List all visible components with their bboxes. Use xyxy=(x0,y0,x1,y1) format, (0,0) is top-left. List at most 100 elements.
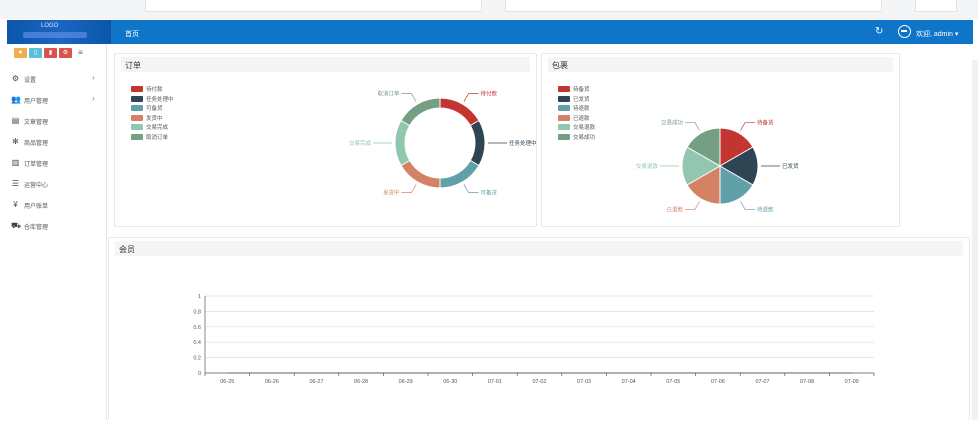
x-tick-label: 07-08 xyxy=(800,379,814,385)
members-panel-title: 会员 xyxy=(119,245,135,254)
orders-panel: 订单 待付款 任务处理中 可备货 发货中 交易完成 取消订单 待付款 任务处理中 可备货 发货中… xyxy=(114,53,537,227)
pie-label-line xyxy=(740,201,755,210)
pie-slice[interactable] xyxy=(686,127,721,167)
y-tick-label: 0.2 xyxy=(193,356,201,362)
packages-panel-title: 包裹 xyxy=(552,61,568,70)
pie-slice[interactable] xyxy=(439,97,480,127)
article-icon: ▤ xyxy=(11,116,20,125)
sidebar-nav: ⚙ 设置 › 👥 用户管理 › ▤ 文章管理 ✻ 商品管理 ▥ 订单管理 ☰ 运营中心 ¥ 用户账单 ⛟ 仓库管理 xyxy=(7,68,106,236)
sidebar-item[interactable]: ⚙ 设置 › xyxy=(7,68,106,89)
sidebar-item-label: 运营中心 xyxy=(24,183,49,189)
sidebar-item-label: 用户管理 xyxy=(24,99,49,105)
logo-text: LOGO xyxy=(41,23,59,29)
logo: LOGO xyxy=(7,20,111,44)
pie-slice[interactable] xyxy=(400,159,441,189)
pie-label: 交易成功 xyxy=(661,119,684,127)
gears-icon: ⚙ xyxy=(11,74,20,83)
sidebar: ★ ▯ ▮ ⚙ ≡ ⚙ 设置 › 👥 用户管理 › ▤ 文章管理 ✻ 商品管理 ▥ 订单管理 ☰ 运营中心… xyxy=(7,44,107,420)
sidebar-item-label: 文章管理 xyxy=(24,120,49,126)
x-tick-label: 06-26 xyxy=(265,379,279,385)
legend-swatch xyxy=(131,86,143,92)
truck-icon: ⛟ xyxy=(11,221,22,230)
file-icon[interactable]: ▯ xyxy=(29,48,42,58)
x-tick-label: 07-02 xyxy=(532,379,546,385)
x-tick-label: 07-06 xyxy=(711,379,725,385)
packages-panel: 包裹 待备货 已发货 待退款 已退款 交易退款 交易成功 待备货 已发货 待退款 已退款 交易退款… xyxy=(541,53,900,227)
sidebar-item[interactable]: ☰ 运营中心 xyxy=(7,173,106,194)
sidebar-item-label: 仓库管理 xyxy=(24,225,49,231)
sidebar-item[interactable]: ▥ 订单管理 xyxy=(7,152,106,173)
y-tick-label: 1 xyxy=(198,294,201,300)
pie-label-line xyxy=(401,93,417,102)
x-tick-label: 07-07 xyxy=(755,379,769,385)
legend-swatch xyxy=(558,133,570,140)
gear-icon[interactable]: ⚙ xyxy=(59,48,72,58)
legend-label: 待备货 xyxy=(573,87,590,93)
legend-swatch xyxy=(558,95,570,102)
x-tick-label: 07-05 xyxy=(666,379,680,385)
legend-swatch xyxy=(131,133,143,140)
menu-icon[interactable]: ≡ xyxy=(74,48,87,58)
legend-swatch xyxy=(558,86,570,92)
sidebar-item[interactable]: ¥ 用户账单 xyxy=(7,194,106,215)
legend-swatch xyxy=(558,114,570,121)
pie-label: 待备货 xyxy=(757,119,774,127)
legend-label: 交易完成 xyxy=(146,125,169,131)
pie-label-line xyxy=(463,184,479,193)
legend-label: 发货中 xyxy=(146,115,163,122)
pie-label: 交易完成 xyxy=(349,139,372,147)
legend-label: 待退款 xyxy=(573,106,590,112)
x-tick-label: 06-29 xyxy=(399,379,413,385)
page-scrollbar[interactable] xyxy=(972,60,978,420)
pie-label-line xyxy=(463,93,479,102)
legend-swatch xyxy=(558,105,570,111)
orders-panel-title: 订单 xyxy=(125,61,141,70)
user-menu[interactable]: 欢迎, admin ▾ xyxy=(916,31,959,38)
x-tick-label: 06-25 xyxy=(220,379,234,385)
trash-icon[interactable]: ▮ xyxy=(44,48,57,58)
pie-slice[interactable] xyxy=(400,97,441,127)
pie-label: 待退款 xyxy=(757,205,774,213)
members-panel: 会员 0 0.2 0.4 0.6 0.8 1 06-25 06-26 06-27 06-28 06-… xyxy=(108,237,970,420)
x-tick-label: 06-27 xyxy=(309,379,323,385)
list-icon: ☰ xyxy=(11,179,20,188)
sidebar-item[interactable]: ▤ 文章管理 xyxy=(7,110,106,131)
pie-label-line xyxy=(685,122,700,131)
pie-label: 取消订单 xyxy=(377,90,400,98)
pie-slice[interactable] xyxy=(394,119,411,167)
legend-label: 取消订单 xyxy=(146,134,169,141)
pie-label: 交易退款 xyxy=(636,162,659,170)
chevron-right-icon: › xyxy=(92,73,95,82)
legend-swatch xyxy=(131,95,143,102)
x-tick-label: 07-03 xyxy=(577,379,591,385)
sidebar-item-label: 商品管理 xyxy=(24,141,49,147)
users-icon: 👥 xyxy=(11,95,21,104)
legend-label: 可备货 xyxy=(146,106,163,112)
sidebar-item-label: 订单管理 xyxy=(24,162,49,168)
legend-label: 待付款 xyxy=(146,87,163,93)
pie-slice[interactable] xyxy=(469,119,486,167)
refresh-icon[interactable]: ↻ xyxy=(875,26,884,37)
flower-icon: ✻ xyxy=(12,137,19,146)
pie-slice[interactable] xyxy=(439,159,480,189)
sidebar-item-label: 用户账单 xyxy=(24,204,49,210)
members-line-chart: 0 0.2 0.4 0.6 0.8 1 06-25 06-26 06-27 06-28 06-29 0… xyxy=(193,294,875,385)
sidebar-item[interactable]: 👥 用户管理 › xyxy=(7,89,106,110)
pie-label: 可备货 xyxy=(481,188,498,196)
avatar[interactable] xyxy=(898,25,911,38)
y-tick-label: 0.6 xyxy=(193,325,201,331)
y-tick-label: 0 xyxy=(198,371,201,377)
legend-label: 任务处理中 xyxy=(146,96,174,103)
top-header: LOGO 首页 ↻ 欢迎, admin ▾ xyxy=(7,20,973,44)
legend-swatch xyxy=(558,124,570,130)
sidebar-item[interactable]: ✻ 商品管理 xyxy=(7,131,106,152)
breadcrumb-home[interactable]: 首页 xyxy=(125,31,139,38)
star-icon[interactable]: ★ xyxy=(14,48,27,58)
sidebar-item[interactable]: ⛟ 仓库管理 xyxy=(7,215,106,236)
order-icon: ▥ xyxy=(11,158,20,167)
y-tick-label: 0.8 xyxy=(193,309,201,315)
user-label: 欢迎, admin xyxy=(916,31,953,38)
yen-icon: ¥ xyxy=(13,200,18,209)
legend-label: 已退款 xyxy=(573,115,590,122)
legend-swatch xyxy=(131,105,143,111)
